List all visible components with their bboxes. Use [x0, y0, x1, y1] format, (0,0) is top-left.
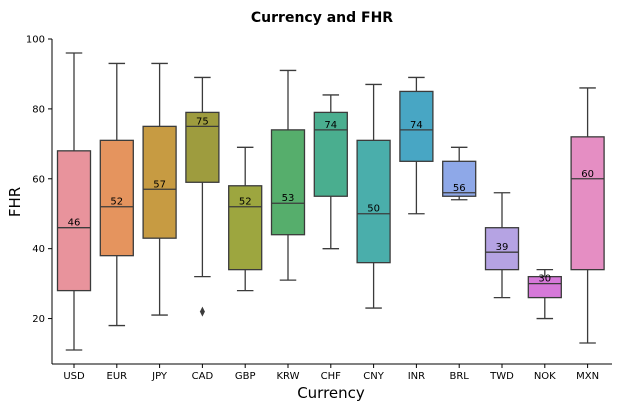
box-group-brl: 56	[442, 146, 477, 201]
box-group-chf: 74	[313, 94, 348, 250]
box-group-usd: 46	[56, 52, 92, 351]
x-tick-label: KRW	[277, 371, 300, 382]
axes: 20 40 60 80 100 USD EUR JPY CAD GBP KRW CHF CNY INR BR…	[26, 35, 612, 382]
box-iqr	[442, 160, 477, 197]
median-label: 46	[68, 218, 81, 229]
x-tick-label: NOK	[534, 371, 556, 382]
box-group-krw: 53	[270, 69, 306, 281]
box-group-gbp: 52	[228, 146, 263, 292]
x-axis-label: Currency	[297, 384, 365, 402]
box-group-twd: 39	[484, 192, 520, 299]
box-group-cny: 50	[356, 83, 391, 309]
x-tick-label: GBP	[235, 371, 256, 382]
box-iqr	[570, 136, 605, 271]
box-iqr	[185, 111, 220, 183]
box-group-eur: 52	[99, 62, 134, 327]
box-iqr	[56, 150, 92, 292]
outlier-point	[199, 306, 205, 317]
x-tick-label: TWD	[489, 371, 514, 382]
y-tick-label: 100	[26, 35, 45, 46]
chart-title: Currency and FHR	[251, 10, 393, 26]
box-iqr	[527, 275, 562, 299]
x-tick-label: CNY	[363, 371, 384, 382]
y-tick-label: 60	[32, 174, 45, 185]
y-tick-label: 80	[32, 104, 45, 115]
box-iqr	[99, 139, 134, 257]
boxes: 46 52 57 75 52 53 74 50 74 56 39 30 60	[56, 52, 605, 351]
x-tick-label: JPY	[151, 371, 168, 382]
median-label: 53	[282, 193, 295, 204]
x-tick-label: USD	[63, 371, 85, 382]
box-iqr	[313, 111, 348, 197]
x-tick-label: EUR	[107, 371, 128, 382]
median-label: 52	[239, 197, 252, 208]
box-group-jpy: 57	[142, 62, 177, 316]
y-tick-label: 20	[32, 314, 45, 325]
box-iqr	[142, 125, 177, 239]
box-iqr	[484, 227, 520, 271]
median-label: 30	[538, 274, 551, 285]
box-group-nok: 30	[527, 268, 562, 320]
box-iqr	[228, 185, 263, 271]
y-axis-label: FHR	[6, 187, 24, 217]
box-iqr	[399, 90, 434, 162]
median-label: 50	[367, 204, 380, 215]
median-label: 56	[453, 183, 466, 194]
box-group-inr: 74	[399, 76, 434, 215]
median-label: 39	[496, 242, 509, 253]
median-label: 75	[196, 116, 209, 127]
median-label: 74	[324, 120, 337, 131]
box-iqr	[270, 129, 306, 236]
median-label: 52	[110, 197, 123, 208]
box-iqr	[356, 139, 391, 264]
x-tick-label: BRL	[450, 371, 470, 382]
x-tick-label: MXN	[576, 371, 599, 382]
box-group-cad: 75	[185, 76, 220, 317]
y-tick-label: 40	[32, 244, 45, 255]
x-tick-label: CAD	[192, 371, 214, 382]
x-tick-label: INR	[408, 371, 425, 382]
box-group-mxn: 60	[570, 87, 605, 344]
median-label: 60	[581, 169, 594, 180]
median-label: 74	[410, 120, 423, 131]
x-tick-label: CHF	[321, 371, 342, 382]
median-label: 57	[153, 179, 166, 190]
